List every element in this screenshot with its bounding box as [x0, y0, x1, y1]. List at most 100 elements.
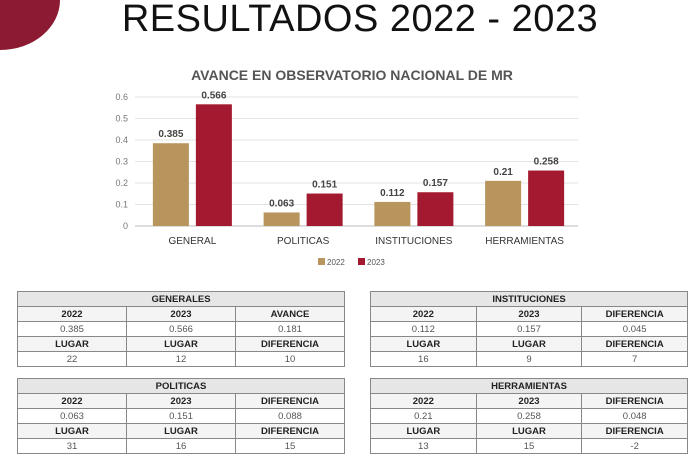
table-cell: LUGAR	[475, 336, 583, 352]
table-cell: LUGAR	[17, 423, 127, 439]
table-cell: 16	[126, 438, 236, 454]
table-cell: 2023	[475, 393, 583, 409]
y-tick-label: 0.6	[115, 92, 128, 102]
table-cell: DIFERENCIA	[581, 423, 688, 439]
bar-2022-politicas	[263, 212, 300, 226]
bar-2023-general	[195, 104, 232, 226]
legend-swatch	[358, 258, 365, 265]
legend-label: 2022	[327, 258, 345, 267]
table-cell: 0.258	[475, 408, 583, 424]
table-cell: 2022	[370, 306, 477, 322]
table-row: 2022 2023 AVANCE	[17, 306, 345, 322]
bar-2023-politicas	[306, 193, 343, 226]
table-cell: DIFERENCIA	[581, 336, 688, 352]
table-cell: 0.181	[235, 321, 345, 337]
table-cell: 0.112	[370, 321, 477, 337]
table-row: LUGAR LUGAR DIFERENCIA	[370, 336, 688, 352]
x-tick-label: INSTITUCIONES	[375, 236, 453, 247]
chart-title: AVANCE EN OBSERVATORIO NACIONAL DE MR	[191, 67, 513, 83]
table-cell: 2022	[17, 393, 127, 409]
table-row: 0.21 0.258 0.048	[370, 408, 688, 424]
data-label: 0.063	[269, 198, 294, 209]
table-cell: 0.157	[475, 321, 583, 337]
table-cell: 2023	[126, 393, 236, 409]
table-title: HERRAMIENTAS	[370, 378, 688, 394]
table-cell: LUGAR	[126, 423, 236, 439]
table-title: GENERALES	[17, 291, 345, 307]
table-cell: 2023	[475, 306, 583, 322]
table-row: 16 9 7	[370, 351, 688, 367]
page-title: RESULTADOS 2022 - 2023	[121, 0, 599, 40]
data-label: 0.258	[534, 157, 559, 168]
table-cell: 2023	[126, 306, 236, 322]
y-tick-label: 0.1	[115, 200, 128, 210]
table-row: 0.063 0.151 0.088	[17, 408, 345, 424]
data-label: 0.385	[158, 129, 183, 140]
table-cell: DIFERENCIA	[235, 336, 345, 352]
table-row: 22 12 10	[17, 351, 345, 367]
y-tick-label: 0	[123, 221, 128, 231]
table-cell: 0.063	[17, 408, 127, 424]
y-tick-label: 0.3	[115, 157, 128, 167]
table-cell: DIFERENCIA	[581, 306, 688, 322]
table-cell: DIFERENCIA	[235, 423, 345, 439]
legend-label: 2023	[367, 258, 385, 267]
data-label: 0.112	[380, 188, 405, 199]
x-tick-label: GENERAL	[168, 236, 216, 247]
bar-2022-herramientas	[485, 180, 522, 226]
table-row: 2022 2023 DIFERENCIA	[370, 306, 688, 322]
table-row: LUGAR LUGAR DIFERENCIA	[370, 423, 688, 439]
table-cell: 15	[235, 438, 345, 454]
table-cell: 15	[475, 438, 583, 454]
table-cell: 0.21	[370, 408, 477, 424]
legend-swatch	[318, 258, 325, 265]
table-instituciones: INSTITUCIONES 2022 2023 DIFERENCIA 0.112 0.15…	[370, 291, 688, 367]
table-cell: 9	[475, 351, 583, 367]
table-cell: 2022	[370, 393, 477, 409]
table-cell: DIFERENCIA	[235, 393, 345, 409]
table-cell: DIFERENCIA	[581, 393, 688, 409]
data-label: 0.151	[312, 180, 337, 191]
table-row: 2022 2023 DIFERENCIA	[17, 393, 345, 409]
bar-2023-instituciones	[417, 192, 454, 226]
table-row: 0.112 0.157 0.045	[370, 321, 688, 337]
table-cell: AVANCE	[235, 306, 345, 322]
table-herramientas: HERRAMIENTAS 2022 2023 DIFERENCIA 0.21 0.258 0…	[370, 378, 688, 454]
table-cell: LUGAR	[475, 423, 583, 439]
table-cell: 12	[126, 351, 236, 367]
table-title: INSTITUCIONES	[370, 291, 688, 307]
bar-2022-general	[152, 143, 189, 226]
table-politicas: POLITICAS 2022 2023 DIFERENCIA 0.063 0.151 0.0…	[17, 378, 345, 454]
table-generales: GENERALES 2022 2023 AVANCE 0.385 0.566 0.181 LU…	[17, 291, 345, 367]
table-cell: 0.566	[126, 321, 236, 337]
table-cell: 31	[17, 438, 127, 454]
table-cell: 7	[581, 351, 688, 367]
y-tick-label: 0.5	[115, 114, 128, 124]
table-cell: 0.151	[126, 408, 236, 424]
bar-chart: AVANCE EN OBSERVATORIO NACIONAL DE MR 0 0.…	[115, 67, 578, 267]
table-row: 2022 2023 DIFERENCIA	[370, 393, 688, 409]
table-cell: 10	[235, 351, 345, 367]
data-label: 0.157	[423, 178, 448, 189]
table-cell: 16	[370, 351, 477, 367]
x-tick-label: HERRAMIENTAS	[485, 236, 564, 247]
table-cell: 0.045	[581, 321, 688, 337]
table-row: 13 15 -2	[370, 438, 688, 454]
table-title: POLITICAS	[17, 378, 345, 394]
table-row: LUGAR LUGAR DIFERENCIA	[17, 336, 345, 352]
y-tick-label: 0.2	[115, 178, 128, 188]
table-cell: 0.048	[581, 408, 688, 424]
table-cell: 0.088	[235, 408, 345, 424]
table-cell: 22	[17, 351, 127, 367]
data-label: 0.21	[493, 167, 513, 178]
bar-2023-herramientas	[528, 170, 565, 226]
table-row: 31 16 15	[17, 438, 345, 454]
table-cell: LUGAR	[370, 336, 477, 352]
table-cell: LUGAR	[17, 336, 127, 352]
table-cell: LUGAR	[126, 336, 236, 352]
table-cell: 2022	[17, 306, 127, 322]
table-cell: 13	[370, 438, 477, 454]
y-tick-label: 0.4	[115, 135, 128, 145]
bar-2022-instituciones	[374, 201, 411, 226]
table-cell: 0.385	[17, 321, 127, 337]
